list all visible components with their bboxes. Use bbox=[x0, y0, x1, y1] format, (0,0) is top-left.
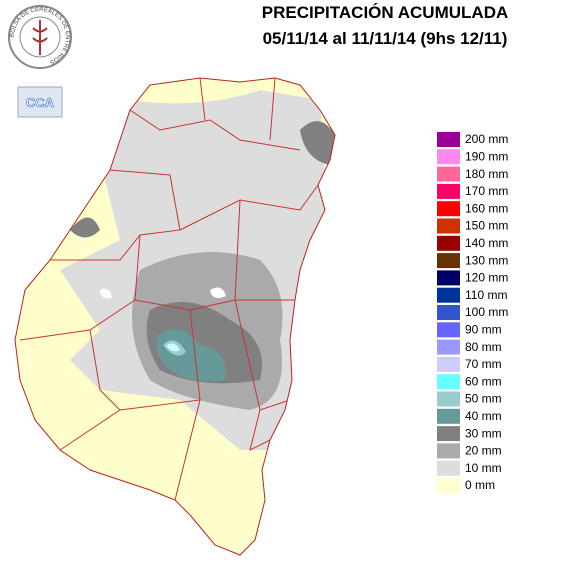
legend-swatch bbox=[437, 478, 460, 493]
cca-logo: CCA bbox=[17, 86, 63, 118]
legend-swatch bbox=[437, 149, 460, 165]
legend-swatch bbox=[437, 339, 460, 355]
legend-swatch bbox=[437, 374, 460, 390]
legend-label: 100 mm bbox=[465, 305, 508, 319]
legend-swatch bbox=[437, 183, 460, 199]
legend-swatch bbox=[437, 460, 460, 476]
legend-swatch bbox=[437, 408, 460, 424]
legend-label: 70 mm bbox=[465, 357, 502, 371]
legend-label: 40 mm bbox=[465, 409, 502, 423]
legend-swatch bbox=[437, 218, 460, 234]
legend-label: 90 mm bbox=[465, 322, 502, 336]
title: PRECIPITACIÓN ACUMULADA bbox=[262, 3, 509, 22]
legend-swatch bbox=[437, 391, 460, 407]
legend-label: 50 mm bbox=[465, 392, 502, 406]
legend-label: 160 mm bbox=[465, 201, 508, 215]
legend-swatch bbox=[437, 201, 460, 217]
legend-label: 200 mm bbox=[465, 132, 508, 146]
legend-swatch bbox=[437, 305, 460, 320]
legend-label: 130 mm bbox=[465, 253, 508, 267]
legend-swatch bbox=[437, 287, 460, 303]
legend-swatch bbox=[437, 235, 460, 251]
legend-label: 10 mm bbox=[465, 461, 502, 475]
bolsa-logo: BOLSA DE CEREALES DE ENTRE RIOS bbox=[8, 5, 72, 69]
legend-swatch bbox=[437, 132, 460, 147]
legend-label: 120 mm bbox=[465, 271, 508, 285]
legend-label: 150 mm bbox=[465, 219, 508, 233]
legend-label: 80 mm bbox=[465, 340, 502, 354]
legend-label: 30 mm bbox=[465, 426, 502, 440]
legend-swatch bbox=[437, 270, 460, 286]
precipitation-map bbox=[14, 77, 336, 556]
subtitle: 05/11/14 al 11/11/14 (9hs 12/11) bbox=[263, 29, 508, 48]
legend-label: 20 mm bbox=[465, 444, 502, 458]
legend-swatch bbox=[437, 356, 460, 372]
legend-swatch bbox=[437, 322, 460, 338]
legend-label: 170 mm bbox=[465, 184, 508, 198]
legend-label: 140 mm bbox=[465, 236, 508, 250]
legend-swatch bbox=[437, 253, 460, 269]
legend-swatch bbox=[437, 166, 460, 182]
legend: 200 mm 190 mm 180 mm 170 mm 160 mm 150 mm 140 … bbox=[437, 132, 508, 493]
legend-label: 110 mm bbox=[465, 288, 507, 302]
legend-label: 60 mm bbox=[465, 374, 502, 388]
legend-swatch bbox=[437, 443, 460, 459]
legend-label: 190 mm bbox=[465, 149, 508, 163]
legend-swatch bbox=[437, 426, 460, 442]
legend-label: 180 mm bbox=[465, 167, 508, 181]
cca-logo-text: CCA bbox=[26, 95, 55, 110]
legend-label: 0 mm bbox=[465, 478, 495, 492]
